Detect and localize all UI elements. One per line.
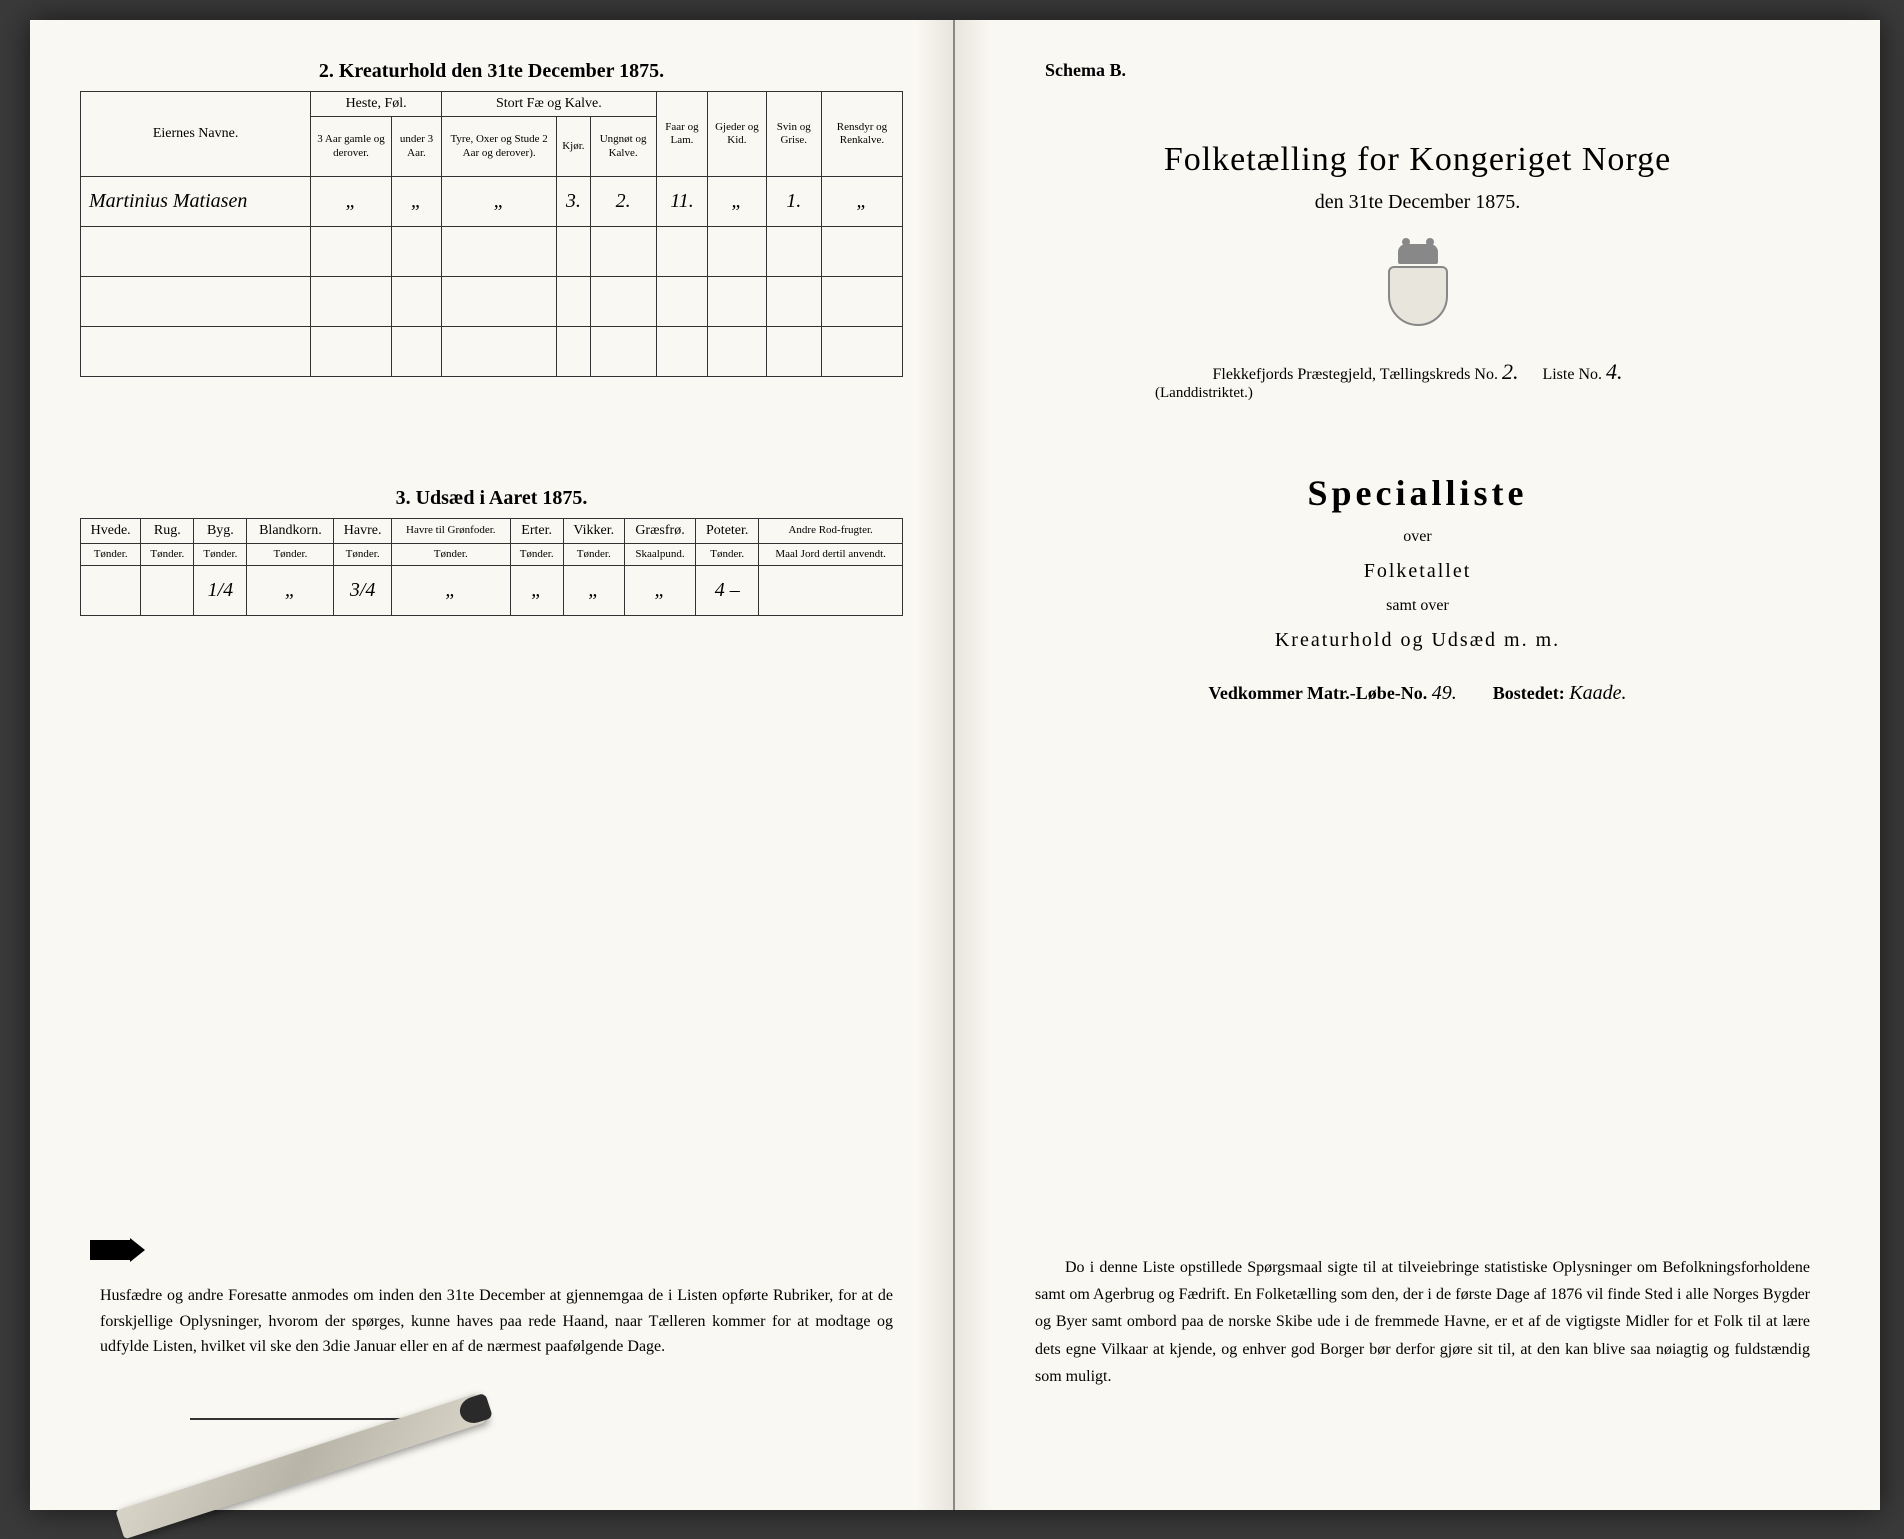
- matr-no: 49.: [1432, 682, 1457, 704]
- col-cattle-c: Ungnøt og Kalve.: [590, 117, 656, 177]
- col-cattle-b: Kjør.: [557, 117, 590, 177]
- unit: Tønder.: [194, 544, 247, 566]
- census-date: den 31te December 1875.: [1005, 191, 1830, 214]
- col: Erter.: [510, 519, 563, 544]
- samt-label: samt over: [1005, 597, 1830, 615]
- livestock-table: Eiernes Navne. Heste, Føl. Stort Fæ og K…: [80, 91, 903, 377]
- cell: „: [442, 177, 557, 227]
- table-header-row: Eiernes Navne. Heste, Føl. Stort Fæ og K…: [81, 92, 903, 117]
- district-no: 2.: [1502, 359, 1519, 384]
- cell: [141, 566, 194, 616]
- unit: Tønder.: [391, 544, 510, 566]
- col: Vikker.: [563, 519, 624, 544]
- right-page: Schema B. Folketælling for Kongeriget No…: [955, 20, 1880, 1510]
- col-horses-a: 3 Aar gamle og derover.: [311, 117, 392, 177]
- folketallet-label: Folketallet: [1005, 560, 1830, 583]
- col: Havre til Grønfoder.: [391, 519, 510, 544]
- vedkommer-label: Vedkommer Matr.-Løbe-No.: [1208, 683, 1427, 703]
- land-district: (Landdistriktet.): [1155, 385, 1830, 402]
- col-owner: Eiernes Navne.: [81, 92, 311, 177]
- col: Andre Rod-frugter.: [759, 519, 903, 544]
- seed-table: Hvede. Rug. Byg. Blandkorn. Havre. Havre…: [80, 518, 903, 616]
- section3-title: 3. Udsæd i Aaret 1875.: [80, 487, 903, 510]
- table-unit-row: Tønder. Tønder. Tønder. Tønder. Tønder. …: [81, 544, 903, 566]
- cell: „: [708, 177, 766, 227]
- liste-no: 4.: [1606, 359, 1623, 384]
- col: Byg.: [194, 519, 247, 544]
- unit: Tønder.: [334, 544, 392, 566]
- specialliste-title: Specialliste: [1005, 472, 1830, 514]
- cell: „: [510, 566, 563, 616]
- table-row: [81, 227, 903, 277]
- page-holder-stick: [115, 1393, 486, 1539]
- cell: „: [391, 566, 510, 616]
- table-row: 1/4 „ 3/4 „ „ „ „ 4 –: [81, 566, 903, 616]
- unit: Tønder.: [247, 544, 334, 566]
- schema-label: Schema B.: [1045, 60, 1830, 81]
- unit: Tønder.: [510, 544, 563, 566]
- table-row: [81, 327, 903, 377]
- col-horses-b: under 3 Aar.: [391, 117, 441, 177]
- bostedet-value: Kaade.: [1569, 682, 1626, 704]
- cell: 1.: [766, 177, 821, 227]
- book-spread: 2. Kreaturhold den 31te December 1875. E…: [30, 20, 1880, 1510]
- over-label: over: [1005, 528, 1830, 546]
- cell: „: [821, 177, 902, 227]
- bostedet-label: Bostedet:: [1493, 683, 1565, 703]
- col-goats: Gjeder og Kid.: [708, 92, 766, 177]
- col: Rug.: [141, 519, 194, 544]
- col-pigs: Svin og Grise.: [766, 92, 821, 177]
- unit: Tønder.: [141, 544, 194, 566]
- unit: Tønder.: [696, 544, 759, 566]
- table-header-row: Hvede. Rug. Byg. Blandkorn. Havre. Havre…: [81, 519, 903, 544]
- coat-of-arms-icon: [1383, 244, 1453, 329]
- cell: [81, 566, 141, 616]
- unit: Skaalpund.: [624, 544, 695, 566]
- col: Blandkorn.: [247, 519, 334, 544]
- cell: 2.: [590, 177, 656, 227]
- cell: 3.: [557, 177, 590, 227]
- cell: 11.: [656, 177, 708, 227]
- right-footer-paragraph: Do i denne Liste opstillede Spørgsmaal s…: [1035, 1254, 1810, 1390]
- col: Græsfrø.: [624, 519, 695, 544]
- census-title: Folketælling for Kongeriget Norge: [1005, 141, 1830, 179]
- col-horses: Heste, Føl.: [311, 92, 442, 117]
- unit: Tønder.: [563, 544, 624, 566]
- col: Hvede.: [81, 519, 141, 544]
- col: Poteter.: [696, 519, 759, 544]
- table-row: [81, 277, 903, 327]
- col-reindeer: Rensdyr og Renkalve.: [821, 92, 902, 177]
- cell: 4 –: [696, 566, 759, 616]
- col-sheep: Faar og Lam.: [656, 92, 708, 177]
- cell: 3/4: [334, 566, 392, 616]
- col-cattle: Stort Fæ og Kalve.: [442, 92, 657, 117]
- district-prefix: Flekkefjords Præstegjeld, Tællingskreds …: [1212, 366, 1497, 383]
- kreatur-label: Kreaturhold og Udsæd m. m.: [1005, 629, 1830, 652]
- cell: [759, 566, 903, 616]
- col: Havre.: [334, 519, 392, 544]
- matr-line: Vedkommer Matr.-Løbe-No. 49. Bostedet: K…: [1005, 682, 1830, 705]
- cell: „: [624, 566, 695, 616]
- district-line: Flekkefjords Præstegjeld, Tællingskreds …: [1005, 359, 1830, 402]
- col-cattle-a: Tyre, Oxer og Stude 2 Aar og derover).: [442, 117, 557, 177]
- cell: „: [247, 566, 334, 616]
- owner-cell: Martinius Matiasen: [81, 177, 311, 227]
- left-footer-paragraph: Husfædre og andre Foresatte anmodes om i…: [100, 1283, 893, 1360]
- cell: „: [311, 177, 392, 227]
- cell: „: [563, 566, 624, 616]
- table-row: Martinius Matiasen „ „ „ 3. 2. 11. „ 1. …: [81, 177, 903, 227]
- cell: „: [391, 177, 441, 227]
- pointing-hand-icon: [90, 1240, 130, 1260]
- section2-title: 2. Kreaturhold den 31te December 1875.: [80, 60, 903, 83]
- unit: Maal Jord dertil anvendt.: [759, 544, 903, 566]
- left-page: 2. Kreaturhold den 31te December 1875. E…: [30, 20, 955, 1510]
- unit: Tønder.: [81, 544, 141, 566]
- cell: 1/4: [194, 566, 247, 616]
- liste-prefix: Liste No.: [1542, 366, 1602, 383]
